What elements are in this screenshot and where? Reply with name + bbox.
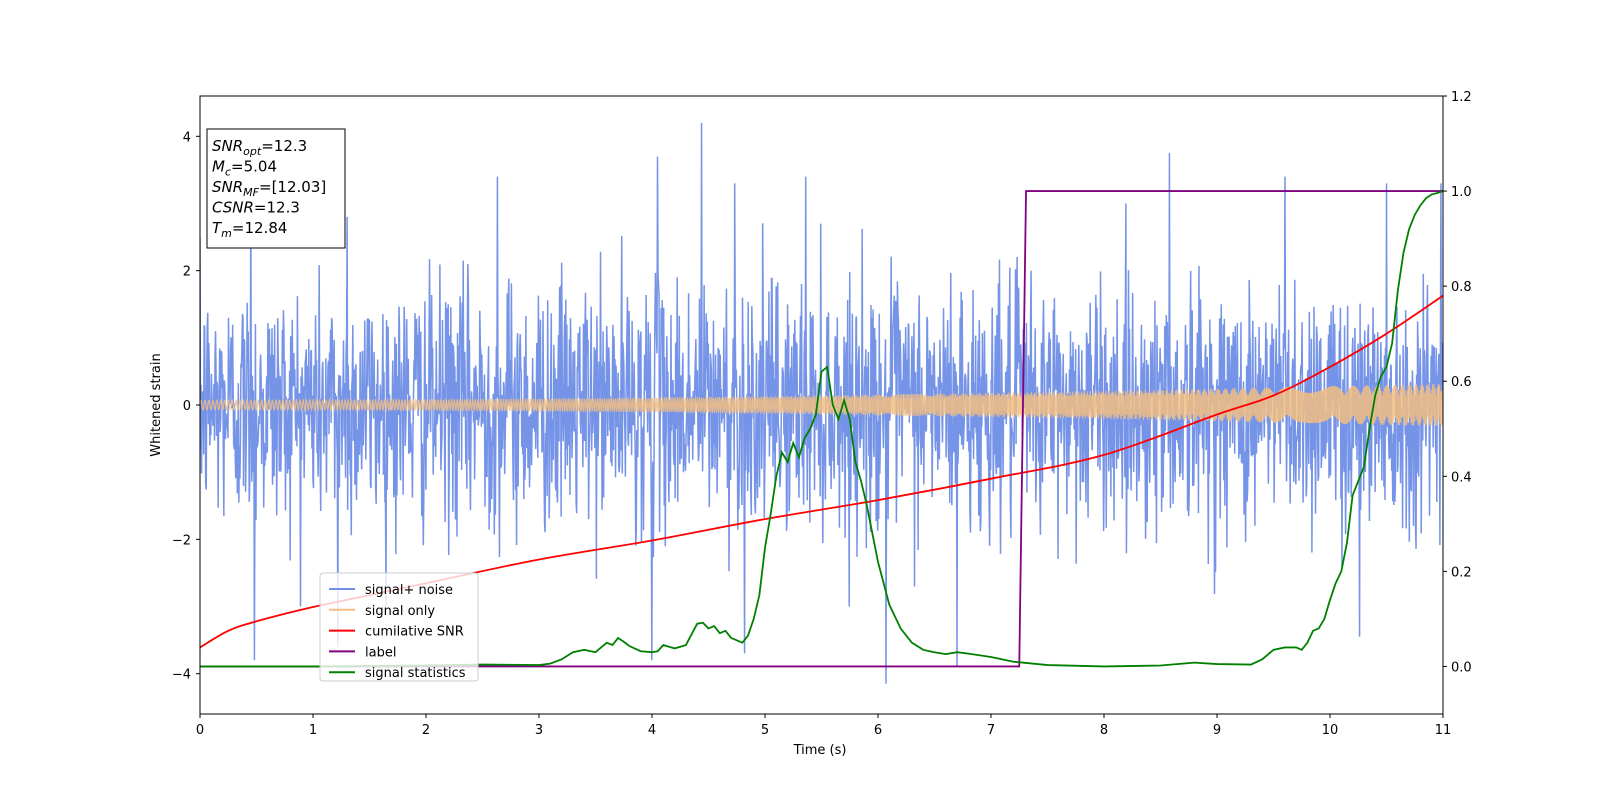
metric-line: CSNR=12.3 bbox=[212, 199, 300, 217]
y2-tick-label: 1.0 bbox=[1451, 185, 1472, 200]
legend-label: signal statistics bbox=[365, 666, 466, 681]
y-tick-label: 2 bbox=[183, 265, 191, 280]
x-tick-label: 0 bbox=[196, 723, 204, 738]
legend: signal+ noise signal only cumilative SNR la… bbox=[319, 572, 479, 682]
x-tick-label: 9 bbox=[1213, 723, 1221, 738]
x-tick-label: 10 bbox=[1322, 723, 1339, 738]
metric-line: Mc=5.04 bbox=[212, 158, 277, 179]
y-tick-label: −4 bbox=[172, 668, 191, 683]
y2-tick-label: 0.4 bbox=[1451, 470, 1472, 485]
series-label bbox=[200, 190, 1443, 668]
y-axis-right: 1.2 1.0 0.8 0.6 0.4 0.2 0.0 bbox=[1443, 90, 1472, 675]
metrics-annotation: SNRopt=12.3Mc=5.04SNRMF=[12.03]CSNR=12.3… bbox=[206, 128, 346, 249]
metric-line: SNRMF=[12.03] bbox=[212, 178, 326, 199]
y-tick-label: 4 bbox=[183, 130, 191, 145]
legend-label: signal+ noise bbox=[365, 583, 453, 598]
y2-tick-label: 0.2 bbox=[1451, 565, 1472, 580]
x-tick-label: 11 bbox=[1435, 723, 1452, 738]
x-axis: 0 1 2 3 4 5 6 7 8 9 10 11 bbox=[196, 714, 1451, 738]
y-axis-left: 4 2 0 −2 −4 bbox=[172, 130, 200, 683]
x-tick-label: 2 bbox=[422, 723, 430, 738]
x-tick-label: 4 bbox=[648, 723, 656, 738]
x-tick-label: 6 bbox=[874, 723, 882, 738]
y2-tick-label: 0.6 bbox=[1451, 375, 1472, 390]
series-signal-statistics bbox=[200, 190, 1443, 668]
legend-label: label bbox=[365, 645, 396, 660]
y-axis-label: Whitened strain bbox=[149, 353, 164, 456]
series-cumilative-snr bbox=[200, 294, 1443, 649]
y2-tick-label: 0.0 bbox=[1451, 660, 1472, 675]
legend-label: cumilative SNR bbox=[365, 625, 464, 640]
x-axis-label: Time (s) bbox=[793, 743, 847, 758]
x-tick-label: 8 bbox=[1100, 723, 1108, 738]
y2-tick-label: 1.2 bbox=[1451, 90, 1472, 105]
y2-tick-label: 0.8 bbox=[1451, 280, 1472, 295]
x-tick-label: 1 bbox=[309, 723, 317, 738]
series-signal-noise bbox=[200, 122, 1443, 684]
y-tick-label: −2 bbox=[172, 533, 191, 548]
x-tick-label: 5 bbox=[761, 723, 769, 738]
series-layer bbox=[200, 122, 1443, 684]
x-tick-label: 3 bbox=[535, 723, 543, 738]
metric-line: Tm=12.84 bbox=[212, 219, 287, 240]
y-tick-label: 0 bbox=[183, 399, 191, 414]
x-tick-label: 7 bbox=[987, 723, 995, 738]
metric-line: SNRopt=12.3 bbox=[212, 137, 307, 158]
legend-label: signal only bbox=[365, 604, 435, 619]
